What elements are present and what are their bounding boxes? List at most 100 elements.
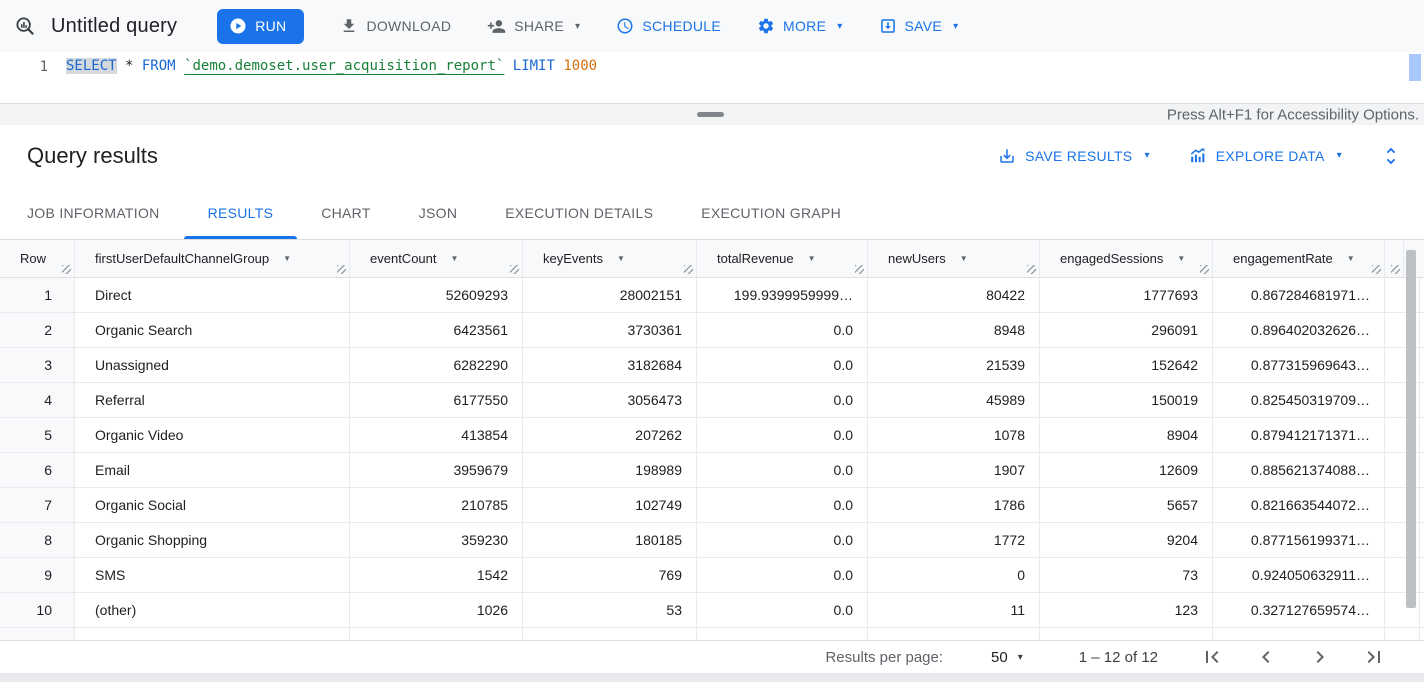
last-page-button[interactable] xyxy=(1362,645,1386,669)
column-resize-grip[interactable] xyxy=(1391,265,1400,274)
gear-icon xyxy=(757,17,775,35)
column-label: engagementRate xyxy=(1233,251,1333,266)
splitter-drag-handle[interactable] xyxy=(697,112,724,117)
download-button[interactable]: DOWNLOAD xyxy=(340,17,451,35)
accessibility-hint: Press Alt+F1 for Accessibility Options. xyxy=(1166,106,1419,123)
save-button[interactable]: SAVE ▾ xyxy=(879,17,959,35)
column-menu-caret-icon[interactable]: ▼ xyxy=(283,254,292,263)
row-number-cell: 11 xyxy=(0,628,75,640)
save-caret-icon: ▾ xyxy=(953,20,959,32)
table-row: 1 Direct 52609293 28002151 199.9399959999… 80… xyxy=(0,278,1424,313)
column-header-totalRevenue: totalRevenue ▼ xyxy=(697,240,868,277)
column-resize-grip[interactable] xyxy=(62,265,71,274)
tab-json[interactable]: JSON xyxy=(418,204,458,221)
explore-data-button[interactable]: EXPLORE DATA ▾ xyxy=(1188,146,1342,165)
column-resize-grip[interactable] xyxy=(510,265,519,274)
column-menu-caret-icon[interactable]: ▼ xyxy=(807,254,816,263)
table-cell: Organic Social xyxy=(75,488,350,522)
share-button[interactable]: SHARE ▾ xyxy=(487,17,580,36)
table-cell: Direct xyxy=(75,278,350,312)
table-cell: 3056473 xyxy=(523,383,697,417)
pane-splitter: Press Alt+F1 for Accessibility Options. xyxy=(0,103,1424,125)
tab-execution-details[interactable]: EXECUTION DETAILS xyxy=(505,204,654,221)
table-cell: 1078 xyxy=(868,418,1040,452)
table-cell: 3730361 xyxy=(523,313,697,347)
sql-token xyxy=(504,58,512,74)
column-resize-grip[interactable] xyxy=(855,265,864,274)
column-header-eventCount: eventCount ▼ xyxy=(350,240,523,277)
column-header-engagementRate: engagementRate ▼ xyxy=(1213,240,1385,277)
table-cell: Organic Video xyxy=(75,418,350,452)
row-number-cell: 4 xyxy=(0,383,75,417)
table-cell: Referral xyxy=(75,383,350,417)
table-scrollbar[interactable] xyxy=(1406,250,1416,608)
tab-execution-graph[interactable]: EXECUTION GRAPH xyxy=(701,204,842,221)
table-cell: 0.924050632911… xyxy=(1213,558,1385,592)
table-cell: 1.0 xyxy=(1213,628,1385,640)
column-resize-grip[interactable] xyxy=(337,265,346,274)
table-row: 6 Email 3959679 198989 0.0 1907 12609 0.8856213… xyxy=(0,453,1424,488)
page-size-select[interactable]: 50 ▾ xyxy=(985,648,1029,667)
schedule-button[interactable]: SCHEDULE xyxy=(616,17,721,35)
page-range-label: 1 – 12 of 12 xyxy=(1078,648,1158,666)
column-menu-caret-icon[interactable]: ▼ xyxy=(450,254,459,263)
column-resize-grip[interactable] xyxy=(684,265,693,274)
column-resize-grip[interactable] xyxy=(1200,265,1209,274)
save-results-caret-icon: ▾ xyxy=(1144,150,1150,161)
table-cell: 11 xyxy=(868,593,1040,627)
run-play-icon xyxy=(229,17,247,35)
table-body: 1 Direct 52609293 28002151 199.9399959999… 80… xyxy=(0,278,1424,640)
table-cell: 413854 xyxy=(350,418,523,452)
pagination-footer: Results per page: 50 ▾ 1 – 12 of 12 xyxy=(0,641,1424,673)
table-cell: 6423561 xyxy=(350,313,523,347)
table-cell: 0.825450319709… xyxy=(1213,383,1385,417)
table-cell: 0.867284681971… xyxy=(1213,278,1385,312)
tab-job-information[interactable]: JOB INFORMATION xyxy=(27,204,160,221)
column-menu-caret-icon[interactable]: ▼ xyxy=(959,254,968,263)
column-menu-caret-icon[interactable]: ▼ xyxy=(1401,254,1403,263)
table-cell: 210785 xyxy=(350,488,523,522)
table-cell: 9204 xyxy=(1040,523,1213,557)
horizontal-scrollbar-track[interactable] xyxy=(0,673,1424,682)
save-results-button[interactable]: SAVE RESULTS ▾ xyxy=(998,147,1150,165)
table-cell: 296091 xyxy=(1040,313,1213,347)
table-cell: 1542 xyxy=(350,558,523,592)
table-cell: 1907 xyxy=(868,453,1040,487)
column-header-newUsers: newUsers ▼ xyxy=(868,240,1040,277)
expand-results-button[interactable] xyxy=(1380,145,1402,167)
results-title: Query results xyxy=(27,142,158,168)
column-resize-grip[interactable] xyxy=(1372,265,1381,274)
table-cell: 4 xyxy=(1040,628,1213,640)
more-caret-icon: ▾ xyxy=(837,20,843,32)
sql-editor[interactable]: 1 SELECT * FROM `demo.demoset.user_acqui… xyxy=(0,52,1424,103)
sql-code-line: SELECT * FROM `demo.demoset.user_acquisi… xyxy=(66,58,597,74)
sql-token: `demo.demoset.user_acquisition_report` xyxy=(184,58,505,74)
tab-results[interactable]: RESULTS xyxy=(183,186,298,239)
column-menu-caret-icon[interactable]: ▼ xyxy=(1177,254,1186,263)
page-size-caret-icon: ▾ xyxy=(1017,651,1023,663)
chevron-left-icon xyxy=(1254,645,1278,669)
prev-page-button[interactable] xyxy=(1254,645,1278,669)
table-cell: 198989 xyxy=(523,453,697,487)
save-icon xyxy=(879,17,897,35)
results-tab-bar: JOB INFORMATION RESULTS CHART JSON EXECUTION… xyxy=(0,186,1424,240)
table-cell: Organic Shopping xyxy=(75,523,350,557)
next-page-button[interactable] xyxy=(1308,645,1332,669)
table-cell: 1777693 xyxy=(1040,278,1213,312)
run-button[interactable]: RUN xyxy=(217,8,305,44)
column-resize-grip[interactable] xyxy=(1027,265,1036,274)
row-number-cell: 7 xyxy=(0,488,75,522)
column-header-engagedSessions: engagedSessions ▼ xyxy=(1040,240,1213,277)
table-cell: 152642 xyxy=(1040,348,1213,382)
table-cell: 0.0 xyxy=(697,488,868,522)
column-menu-caret-icon[interactable]: ▼ xyxy=(1346,254,1355,263)
table-cell: 0.327127659574… xyxy=(1213,593,1385,627)
tab-chart[interactable]: CHART xyxy=(321,204,371,221)
column-menu-caret-icon[interactable]: ▼ xyxy=(616,254,625,263)
row-number-cell: 5 xyxy=(0,418,75,452)
more-button[interactable]: MORE ▾ xyxy=(757,17,843,35)
table-row: 9 SMS 1542 769 0.0 0 73 0.924050632911… xyxy=(0,558,1424,593)
editor-scrollbar[interactable] xyxy=(1409,54,1421,81)
table-cell: 123 xyxy=(1040,593,1213,627)
first-page-button[interactable] xyxy=(1200,645,1224,669)
